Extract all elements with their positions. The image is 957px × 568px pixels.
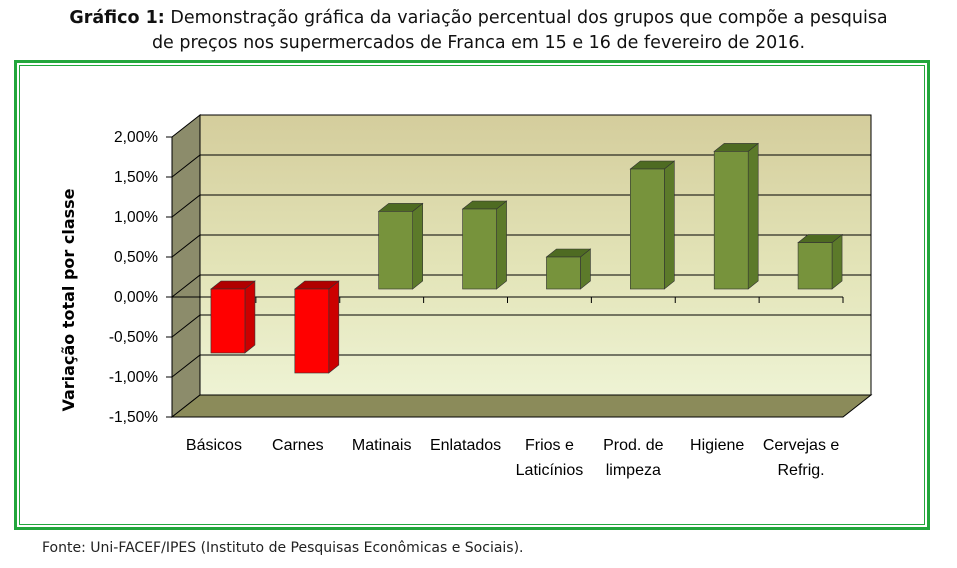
y-tick-label: -1,50%	[109, 409, 158, 426]
x-category-label: Refrig.	[778, 462, 825, 479]
x-category-label: Enlatados	[430, 437, 501, 454]
y-tick-label: -1,00%	[109, 369, 158, 386]
bar-side	[664, 160, 675, 290]
y-tick-label: 0,00%	[114, 289, 158, 306]
x-category-label: Cervejas e	[763, 437, 840, 454]
bar	[378, 211, 413, 290]
x-category-label: limpeza	[606, 462, 661, 479]
bar-side	[328, 280, 340, 374]
gridline	[171, 314, 871, 338]
chart-floor	[170, 394, 873, 418]
x-category-label: Básicos	[186, 437, 242, 454]
y-tick-label: -0,50%	[109, 329, 158, 346]
chart-title-line1: Demonstração gráfica da variação percent…	[164, 8, 888, 28]
chart-title: Gráfico 1: Demonstração gráfica da varia…	[0, 6, 957, 56]
chart-side-wall	[171, 113, 201, 419]
x-category-label: Carnes	[272, 437, 324, 454]
bar-side	[496, 200, 507, 290]
chart-frame-inner	[19, 65, 925, 525]
x-category-label: Laticínios	[516, 462, 584, 479]
x-category-label: Prod. de	[603, 437, 664, 454]
bar	[797, 242, 833, 290]
y-tick-label: 2,00%	[114, 129, 158, 146]
bar	[713, 151, 749, 290]
bar	[210, 288, 246, 354]
bar-side	[244, 280, 256, 354]
x-category-label: Matinais	[352, 437, 412, 454]
bar-side	[831, 233, 843, 290]
bar	[462, 208, 497, 290]
gridline	[171, 154, 871, 178]
bar-side	[747, 142, 759, 290]
bar	[294, 288, 330, 374]
y-tick-label: 1,00%	[114, 209, 158, 226]
chart-title-line2: de preços nos supermercados de Franca em…	[151, 33, 806, 53]
y-axis-label: Variação total por classe	[59, 188, 78, 411]
y-tick-label: 1,50%	[114, 169, 158, 186]
y-tick-label: 0,50%	[114, 249, 158, 266]
x-category-label: Higiene	[690, 437, 744, 454]
bar-side	[412, 202, 423, 290]
bar	[630, 168, 665, 290]
x-category-label: Frios e	[525, 437, 574, 454]
bar	[546, 256, 581, 290]
source-note: Fonte: Uni-FACEF/IPES (Instituto de Pesq…	[42, 540, 524, 556]
chart-title-prefix: Gráfico 1:	[69, 8, 165, 28]
gridline	[171, 354, 871, 378]
